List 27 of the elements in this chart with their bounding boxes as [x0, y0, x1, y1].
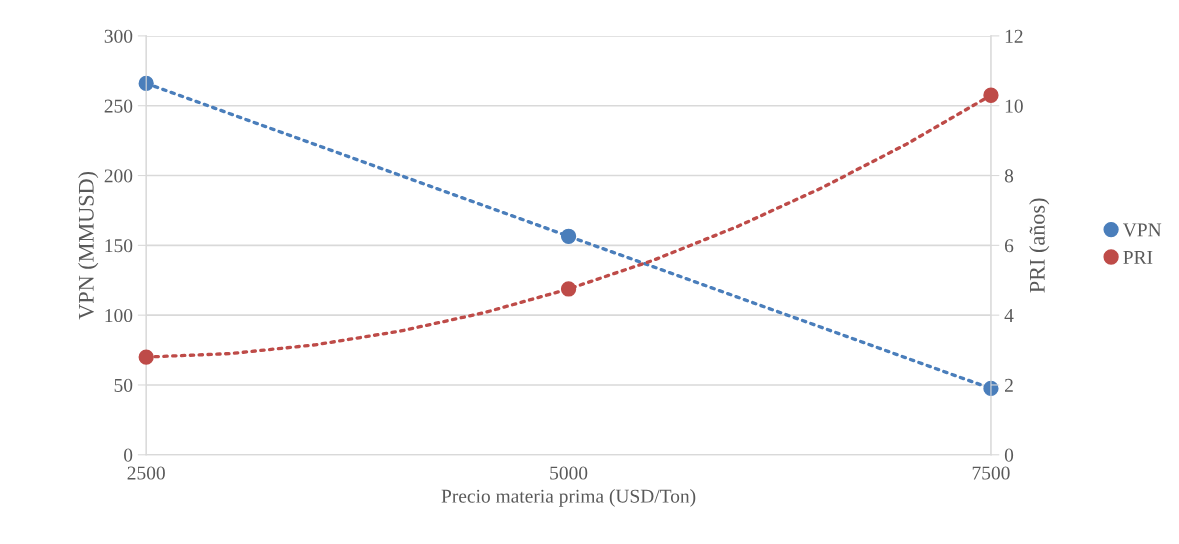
legend-label: PRI [1123, 251, 1153, 264]
legend-label: VPN [1122, 223, 1162, 237]
y2-tick-label: 12 [1005, 29, 1023, 43]
y-tick-label: 50 [114, 378, 133, 392]
y-tick-label: 150 [105, 239, 133, 253]
y-axis-title: VPN (MMUSD) [78, 171, 99, 320]
y-tick-label: 300 [104, 29, 133, 43]
y-tick-label: 200 [104, 169, 133, 183]
y2-tick-label: 6 [1004, 239, 1014, 253]
y-tick-label: 250 [104, 99, 133, 113]
y2-axis-title: PRI (años) [1029, 198, 1050, 293]
point [560, 281, 577, 297]
point [138, 349, 154, 365]
point [983, 87, 999, 103]
x-tick-label: 5000 [550, 466, 588, 480]
y2-tick-label: 0 [1004, 448, 1014, 462]
point [138, 75, 154, 92]
y2-tick-label: 8 [1004, 169, 1014, 183]
point [560, 228, 577, 244]
x-tick-label: 7500 [972, 466, 1010, 480]
y-tick-label: 100 [105, 308, 133, 323]
y2-tick-label: 10 [1005, 99, 1023, 113]
y-tick-label: 0 [124, 448, 133, 462]
y2-tick-label: 4 [1004, 309, 1014, 322]
y2-tick-label: 2 [1005, 378, 1013, 392]
x-tick-label: 2500 [127, 466, 165, 480]
x-axis-title: Precio materia prima (USD/Ton) [441, 489, 696, 507]
